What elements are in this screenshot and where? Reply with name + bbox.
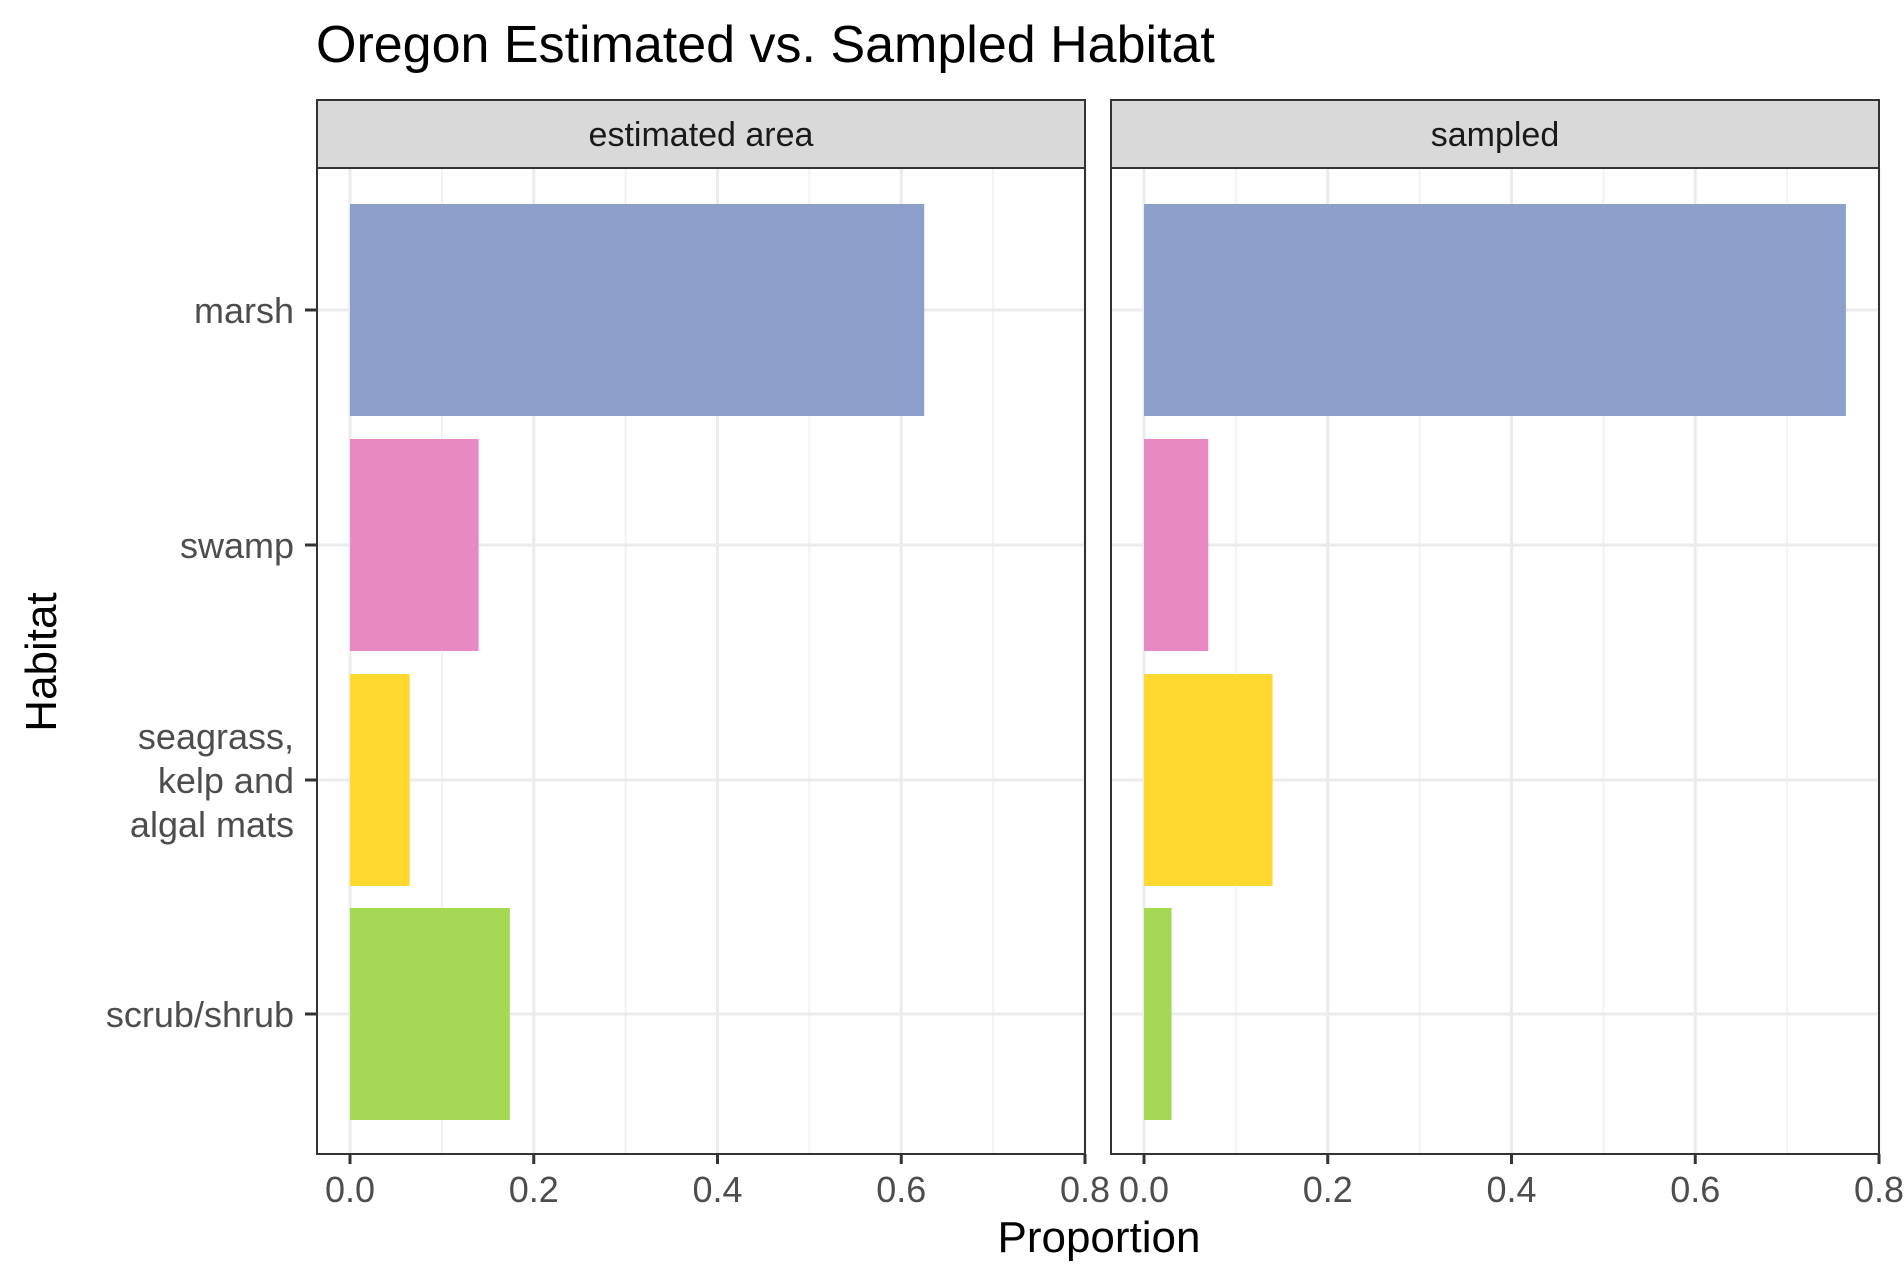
y-tick-label: seagrass, kelp and algal mats bbox=[130, 716, 294, 845]
facet-strip-label: sampled bbox=[1431, 116, 1560, 154]
x-tick-label: 0.6 bbox=[1670, 1169, 1720, 1210]
chart-title: Oregon Estimated vs. Sampled Habitat bbox=[316, 16, 1215, 74]
bar bbox=[1144, 908, 1172, 1120]
bar bbox=[1144, 204, 1846, 416]
bar bbox=[350, 439, 479, 651]
y-tick-label-line: algal mats bbox=[130, 804, 294, 845]
x-tick-label: 0.2 bbox=[1303, 1169, 1353, 1210]
x-tick-label: 0.8 bbox=[1060, 1169, 1110, 1210]
y-tick-label-line: kelp and bbox=[158, 760, 294, 801]
x-tick-label: 0.8 bbox=[1854, 1169, 1904, 1210]
facet-strip bbox=[1110, 99, 1880, 169]
facet-panel: estimated area 0.0 0.2 0.4 0.6 0.8 bbox=[316, 99, 1110, 1210]
bar bbox=[1144, 674, 1273, 886]
x-axis-title: Proportion bbox=[997, 1213, 1200, 1262]
bar bbox=[350, 204, 925, 416]
y-tick-label-line: marsh bbox=[194, 290, 294, 331]
facet-panel: sampled 0.0 0.2 0.4 0.6 0.8 bbox=[1110, 99, 1904, 1210]
facet-strip bbox=[316, 99, 1086, 169]
facet-strip-label: estimated area bbox=[589, 116, 814, 154]
y-tick-label: scrub/shrub bbox=[106, 994, 294, 1035]
x-tick-label: 0.4 bbox=[692, 1169, 742, 1210]
y-tick-label: marsh bbox=[194, 290, 294, 331]
y-axis: marsh swamp seagrass, kelp and algal mats scr… bbox=[106, 290, 317, 1035]
bar bbox=[350, 908, 510, 1120]
x-tick-label: 0.0 bbox=[1119, 1169, 1169, 1210]
bar bbox=[350, 674, 410, 886]
x-tick-label: 0.6 bbox=[876, 1169, 926, 1210]
y-axis-title: Habitat bbox=[17, 592, 66, 731]
bar bbox=[1144, 439, 1209, 651]
x-tick-label: 0.4 bbox=[1486, 1169, 1536, 1210]
y-tick-label-line: seagrass, bbox=[138, 716, 294, 757]
y-tick-label: swamp bbox=[180, 525, 294, 566]
y-tick-label-line: swamp bbox=[180, 525, 294, 566]
y-tick-label-line: scrub/shrub bbox=[106, 994, 294, 1035]
x-tick-label: 0.0 bbox=[325, 1169, 375, 1210]
x-tick-label: 0.2 bbox=[509, 1169, 559, 1210]
